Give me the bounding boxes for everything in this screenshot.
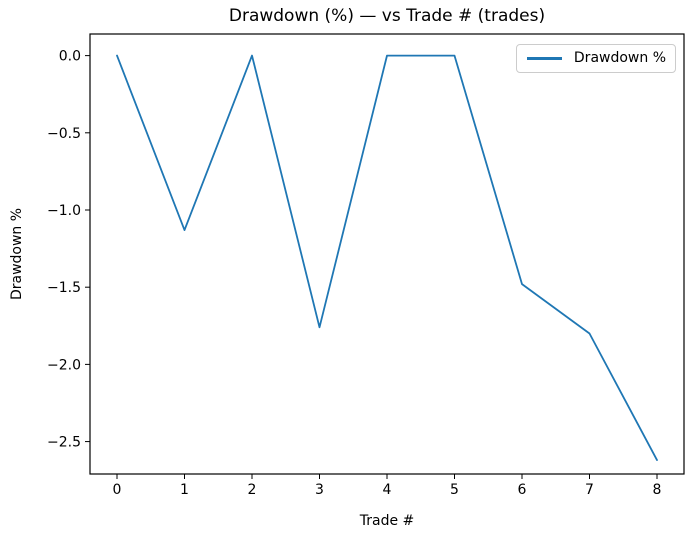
x-axis-label: Trade # (359, 513, 415, 529)
svg-text:−1.5: −1.5 (47, 280, 81, 296)
svg-text:0: 0 (113, 482, 122, 498)
svg-text:8: 8 (653, 482, 662, 498)
svg-text:2: 2 (248, 482, 257, 498)
svg-text:−0.5: −0.5 (47, 126, 81, 142)
legend: Drawdown % (515, 44, 676, 73)
svg-text:0.0: 0.0 (59, 49, 81, 65)
svg-text:7: 7 (585, 482, 594, 498)
svg-text:4: 4 (383, 482, 392, 498)
svg-text:6: 6 (518, 482, 527, 498)
chart-title: Drawdown (%) — vs Trade # (trades) (228, 6, 546, 26)
svg-text:−2.0: −2.0 (47, 357, 81, 373)
svg-text:1: 1 (180, 482, 189, 498)
legend-label: Drawdown % (573, 50, 666, 66)
svg-text:−1.0: −1.0 (47, 203, 81, 219)
svg-text:5: 5 (450, 482, 459, 498)
legend-line-icon (526, 57, 562, 60)
svg-text:−2.5: −2.5 (47, 435, 81, 451)
svg-text:3: 3 (315, 482, 324, 498)
